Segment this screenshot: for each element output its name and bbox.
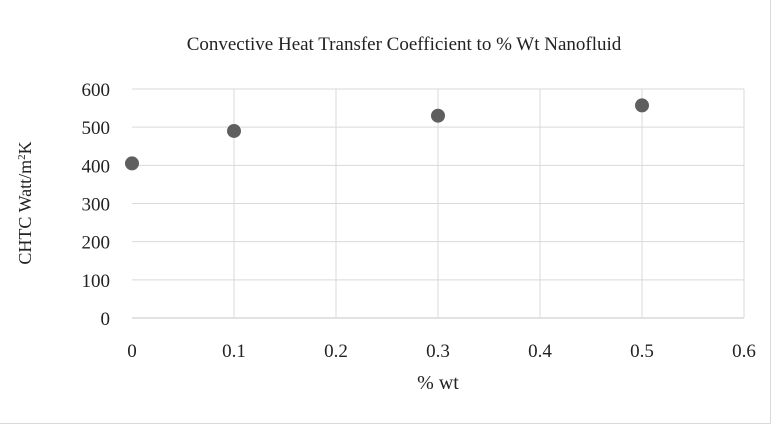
y-axis-label-unit: K [15, 141, 35, 154]
x-tick-label: 0.2 [324, 341, 348, 362]
y-tick-labels: 0 100 200 300 400 500 600 [82, 80, 111, 330]
x-tick-label: 0.6 [732, 341, 756, 362]
chart-title: Convective Heat Transfer Coefficient to … [187, 34, 622, 55]
data-point [431, 108, 445, 123]
y-tick-label: 400 [82, 156, 111, 177]
y-axis-label-main: CHTC Watt/m [15, 160, 35, 265]
x-axis-label: % wt [417, 372, 459, 394]
y-tick-label: 500 [82, 118, 111, 139]
y-axis-label: CHTC Watt/m2K [15, 141, 35, 264]
x-tick-label: 0.5 [630, 341, 654, 362]
x-tick-label: 0.4 [528, 341, 552, 362]
y-tick-label: 0 [101, 309, 111, 330]
data-points [125, 98, 649, 171]
y-tick-label: 200 [82, 233, 111, 254]
grid [132, 88, 745, 318]
x-tick-label: 0 [127, 341, 137, 362]
y-tick-label: 300 [82, 195, 111, 216]
x-tick-labels: 0 0.1 0.2 0.3 0.4 0.5 0.6 [127, 341, 756, 362]
y-tick-label: 600 [82, 80, 111, 101]
y-axis-label-superscript: 2 [16, 154, 28, 160]
x-tick-label: 0.1 [222, 341, 246, 362]
y-tick-label: 100 [82, 271, 111, 292]
data-point [635, 98, 649, 113]
data-point [125, 156, 139, 171]
x-tick-label: 0.3 [426, 341, 450, 362]
data-point [227, 123, 241, 138]
